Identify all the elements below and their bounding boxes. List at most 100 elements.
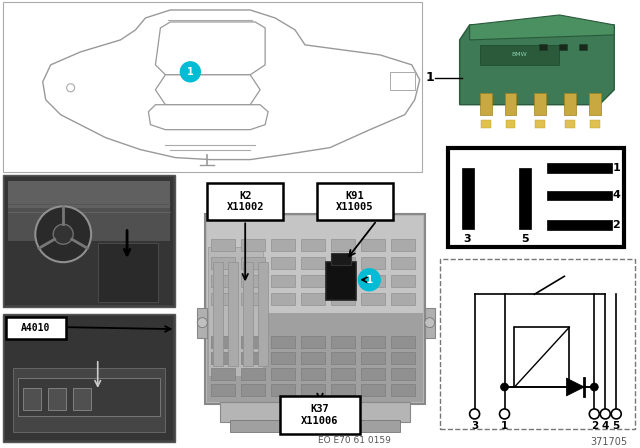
Bar (8, 181, 170, 208)
Bar (3, 2, 422, 172)
Circle shape (358, 269, 380, 291)
Bar (547, 220, 612, 230)
Bar (332, 253, 351, 265)
Bar (317, 182, 393, 220)
Text: K2
X11002: K2 X11002 (227, 191, 264, 212)
Bar (301, 293, 325, 305)
Bar (271, 275, 295, 287)
Bar (271, 384, 295, 396)
Circle shape (589, 409, 599, 419)
Bar (271, 352, 295, 364)
Bar (331, 384, 355, 396)
Circle shape (500, 409, 509, 419)
Polygon shape (156, 22, 265, 75)
Text: K91
X11005: K91 X11005 (336, 191, 374, 212)
Bar (13, 368, 165, 432)
Bar (98, 242, 158, 302)
Bar (540, 44, 547, 50)
Bar (241, 239, 265, 251)
Bar (504, 93, 516, 115)
Bar (331, 293, 355, 305)
Bar (271, 368, 295, 380)
Bar (331, 336, 355, 348)
Bar (301, 239, 325, 251)
Bar (211, 239, 236, 251)
Bar (506, 120, 515, 128)
Text: EO E70 61 0159: EO E70 61 0159 (319, 436, 391, 445)
Bar (207, 313, 423, 402)
Text: 2: 2 (612, 220, 620, 230)
Bar (258, 262, 268, 366)
Bar (361, 368, 385, 380)
Bar (301, 275, 325, 287)
Text: 2: 2 (591, 421, 598, 431)
Bar (6, 317, 66, 339)
Bar (211, 257, 236, 269)
Bar (565, 120, 575, 128)
Circle shape (425, 318, 435, 327)
Bar (361, 275, 385, 287)
Bar (301, 336, 325, 348)
Bar (361, 239, 385, 251)
Bar (425, 308, 435, 338)
Bar (331, 257, 355, 269)
Bar (48, 388, 66, 410)
Bar (280, 396, 360, 434)
Text: BMW: BMW (511, 52, 527, 57)
Bar (589, 93, 601, 115)
Text: 1: 1 (426, 71, 434, 84)
Bar (301, 368, 325, 380)
Circle shape (197, 318, 207, 327)
Bar (547, 163, 612, 172)
Bar (564, 93, 577, 115)
Bar (301, 257, 325, 269)
Bar (211, 384, 236, 396)
Bar (207, 216, 423, 313)
Bar (579, 44, 588, 50)
Bar (205, 215, 425, 404)
Bar (271, 257, 295, 269)
Circle shape (35, 207, 91, 262)
Bar (479, 93, 492, 115)
Text: 1: 1 (365, 275, 373, 285)
Circle shape (53, 224, 73, 244)
Bar (208, 247, 263, 375)
Bar (391, 352, 415, 364)
Bar (241, 352, 265, 364)
Bar (590, 120, 600, 128)
Text: 371705: 371705 (591, 437, 628, 447)
Bar (520, 168, 531, 229)
Bar (220, 402, 410, 422)
Bar (243, 262, 253, 366)
Bar (391, 293, 415, 305)
Circle shape (470, 409, 479, 419)
Bar (301, 384, 325, 396)
Bar (331, 239, 355, 251)
Bar (241, 368, 265, 380)
Bar (534, 93, 547, 115)
Bar (536, 120, 545, 128)
Text: 3: 3 (464, 234, 472, 244)
Bar (197, 308, 207, 338)
Bar (228, 262, 238, 366)
Bar (361, 352, 385, 364)
Circle shape (500, 383, 509, 391)
Polygon shape (156, 75, 260, 105)
Bar (271, 336, 295, 348)
Bar (361, 293, 385, 305)
Bar (211, 368, 236, 380)
Bar (211, 275, 236, 287)
Bar (72, 388, 91, 410)
Bar (301, 352, 325, 364)
Bar (3, 314, 175, 442)
Bar (271, 239, 295, 251)
Bar (391, 384, 415, 396)
Bar (361, 257, 385, 269)
Bar (479, 45, 559, 65)
Circle shape (600, 409, 611, 419)
Bar (559, 44, 568, 50)
Bar (241, 275, 265, 287)
Bar (331, 352, 355, 364)
Circle shape (67, 84, 75, 92)
Bar (241, 257, 265, 269)
